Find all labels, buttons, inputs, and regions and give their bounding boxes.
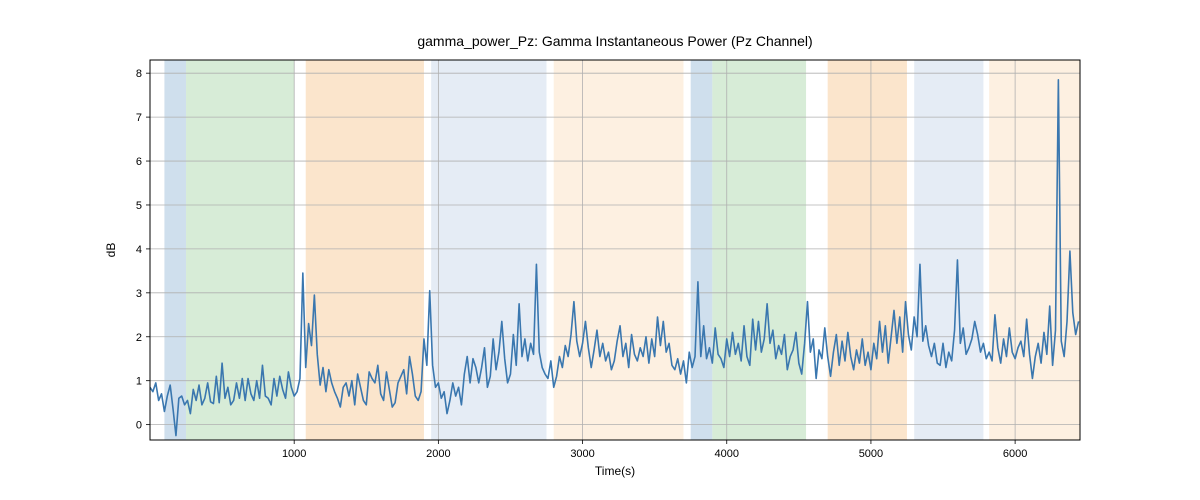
y-axis-label: dB <box>104 243 118 258</box>
y-tick-label: 4 <box>136 244 142 256</box>
x-axis-label: Time(s) <box>595 464 635 478</box>
y-tick-label: 5 <box>136 200 142 212</box>
y-tick-label: 0 <box>136 420 142 432</box>
chart-title: gamma_power_Pz: Gamma Instantaneous Powe… <box>417 33 812 49</box>
x-tick-label: 2000 <box>426 448 450 460</box>
x-tick-label: 5000 <box>859 448 883 460</box>
y-tick-label: 3 <box>136 288 142 300</box>
line-chart: 1000 2000 3000 4000 5000 6000 0 1 2 3 4 5 6 7 8 Time(s)… <box>0 0 1200 500</box>
x-tick-label: 3000 <box>570 448 594 460</box>
y-tick-label: 6 <box>136 156 142 168</box>
y-tick-label: 7 <box>136 112 142 124</box>
x-tick-label: 6000 <box>1003 448 1027 460</box>
y-tick-label: 2 <box>136 332 142 344</box>
x-tick-label: 4000 <box>715 448 739 460</box>
y-tick-label: 8 <box>136 68 142 80</box>
chart-container: 1000 2000 3000 4000 5000 6000 0 1 2 3 4 5 6 7 8 Time(s)… <box>0 0 1200 500</box>
x-tick-label: 1000 <box>282 448 306 460</box>
y-tick-label: 1 <box>136 376 142 388</box>
